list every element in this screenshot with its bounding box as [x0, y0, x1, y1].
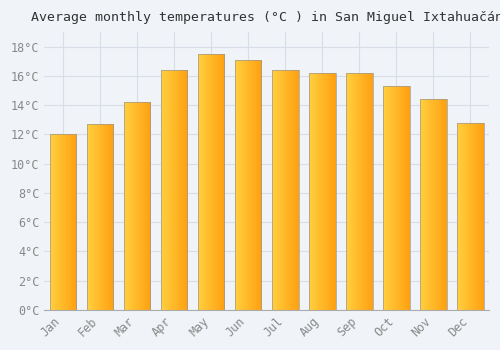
- Title: Average monthly temperatures (°C ) in San Miguel Ixtahuačán: Average monthly temperatures (°C ) in Sa…: [30, 11, 500, 24]
